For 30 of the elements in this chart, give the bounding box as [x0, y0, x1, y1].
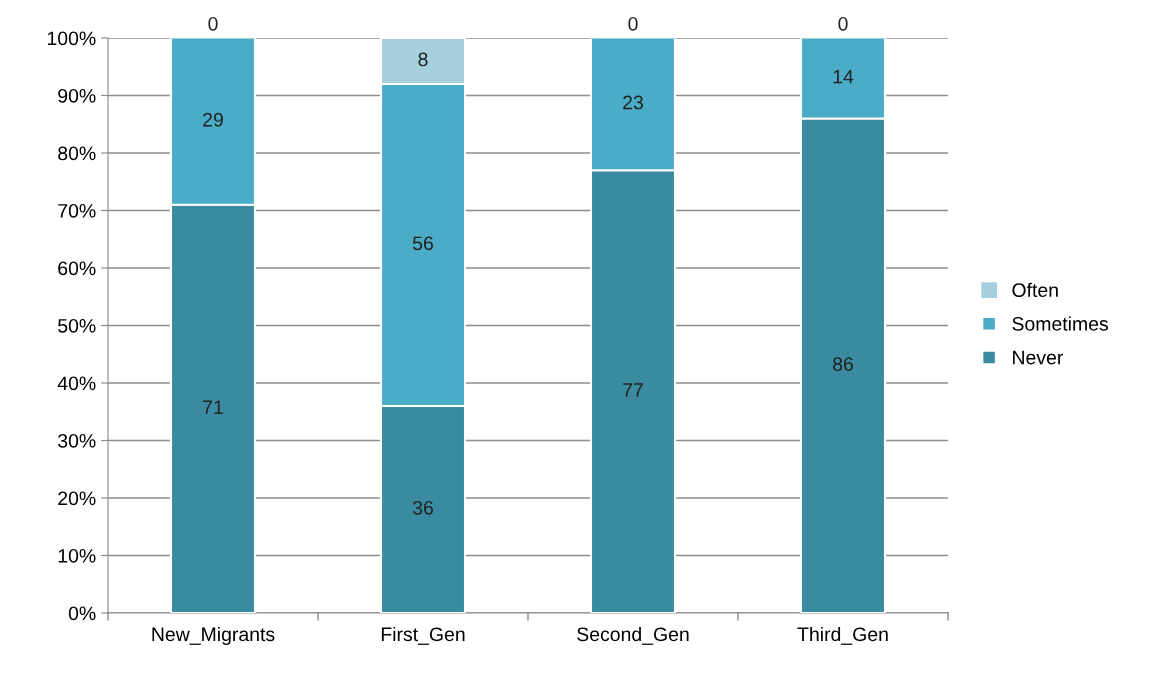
data-label: 29 — [203, 112, 223, 127]
data-label: 77 — [623, 383, 643, 397]
legend-label: Sometimes — [1012, 316, 1109, 331]
y-tick-label: 100% — [47, 31, 96, 46]
y-tick-label: 0% — [68, 606, 96, 621]
y-tick-label: 90% — [58, 88, 96, 103]
y-tick-label: 30% — [58, 433, 96, 448]
legend-label: Never — [1013, 350, 1064, 365]
data-label: 36 — [412, 500, 433, 515]
data-label: 71 — [203, 400, 223, 414]
x-tick-label: Second_Gen — [577, 626, 689, 645]
y-tick-label: 50% — [58, 318, 96, 333]
x-tick-label: New_Migrants — [152, 626, 275, 646]
data-label: 14 — [833, 69, 854, 84]
data-label: 0 — [628, 16, 638, 31]
data-label: 23 — [623, 95, 643, 110]
data-label: 0 — [838, 16, 848, 31]
data-label: 8 — [418, 52, 428, 67]
y-tick-label: 70% — [58, 203, 96, 218]
x-tick-label: Third_Gen — [797, 626, 888, 645]
y-tick-label: 10% — [58, 548, 96, 563]
data-label: 56 — [412, 236, 433, 251]
legend-label: Often — [1012, 282, 1058, 298]
y-tick-label: 60% — [58, 261, 96, 276]
y-tick-label: 20% — [58, 491, 96, 506]
x-tick-label: First_Gen — [381, 626, 465, 645]
data-label: 0 — [208, 16, 218, 31]
y-tick-label: 80% — [58, 146, 96, 161]
data-label: 86 — [833, 357, 853, 371]
y-tick-label: 40% — [57, 376, 96, 391]
